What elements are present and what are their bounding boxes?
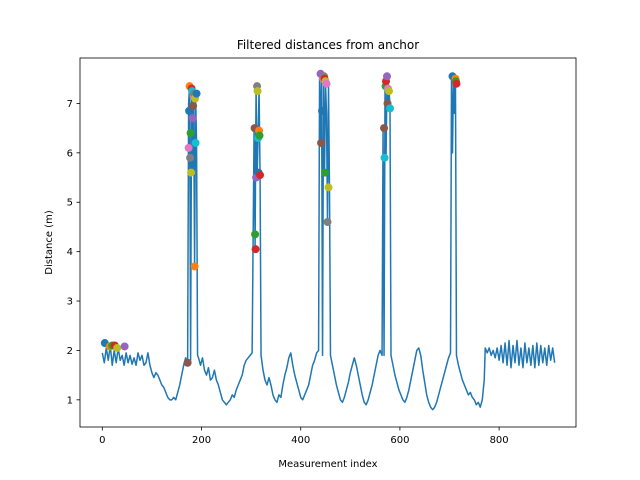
y-tick-label: 6 bbox=[67, 148, 73, 159]
scatter-point bbox=[385, 87, 394, 96]
scatter-point bbox=[318, 106, 327, 115]
x-tick-label: 800 bbox=[490, 435, 509, 446]
scatter-point bbox=[380, 153, 389, 162]
scatter-point bbox=[323, 218, 332, 226]
scatter-point bbox=[317, 138, 326, 147]
scatter-point bbox=[256, 171, 265, 180]
x-tick-label: 600 bbox=[390, 435, 409, 446]
scatter-point bbox=[188, 114, 197, 123]
scatter-point bbox=[322, 79, 331, 88]
plot-area bbox=[100, 69, 556, 411]
scatter-point bbox=[189, 101, 198, 110]
scatter-point bbox=[120, 342, 129, 351]
series-line bbox=[101, 73, 556, 411]
scatter-point bbox=[253, 87, 262, 96]
x-axis: 0 200 400 600 800 bbox=[99, 427, 509, 446]
scatter-point bbox=[321, 168, 330, 177]
y-tick-label: 1 bbox=[67, 395, 73, 406]
y-tick-label: 2 bbox=[67, 346, 73, 357]
scatter-point bbox=[452, 79, 461, 88]
scatter-point bbox=[113, 343, 122, 352]
scatter-point bbox=[386, 104, 394, 113]
y-tick-label: 4 bbox=[67, 247, 73, 258]
x-axis-label: Measurement index bbox=[278, 459, 377, 470]
scatter-point bbox=[186, 129, 195, 138]
scatter-point bbox=[191, 138, 200, 147]
scatter-point bbox=[192, 89, 201, 98]
axes-frame bbox=[79, 57, 577, 428]
scatter-point bbox=[251, 245, 260, 254]
scatter-point bbox=[186, 153, 195, 162]
y-tick-label: 7 bbox=[67, 99, 73, 110]
y-tick-label: 5 bbox=[67, 198, 73, 209]
scatter-point bbox=[383, 72, 392, 81]
x-tick-label: 200 bbox=[192, 435, 211, 446]
scatter-point bbox=[380, 124, 389, 133]
y-axis: 1 2 3 4 5 6 7 bbox=[67, 99, 80, 406]
scatter-point bbox=[187, 168, 196, 177]
scatter-point bbox=[184, 143, 193, 152]
x-tick-label: 0 bbox=[99, 435, 105, 446]
y-tick-label: 3 bbox=[67, 297, 73, 308]
scatter-point bbox=[255, 131, 264, 140]
scatter-point bbox=[183, 358, 192, 367]
chart-title: Filtered distances from anchor bbox=[237, 38, 419, 52]
scatter-point bbox=[190, 262, 199, 271]
scatter-point bbox=[251, 230, 260, 239]
y-axis-label: Distance (m) bbox=[44, 210, 55, 275]
x-tick-label: 400 bbox=[291, 435, 310, 446]
scatter-point bbox=[324, 183, 333, 192]
